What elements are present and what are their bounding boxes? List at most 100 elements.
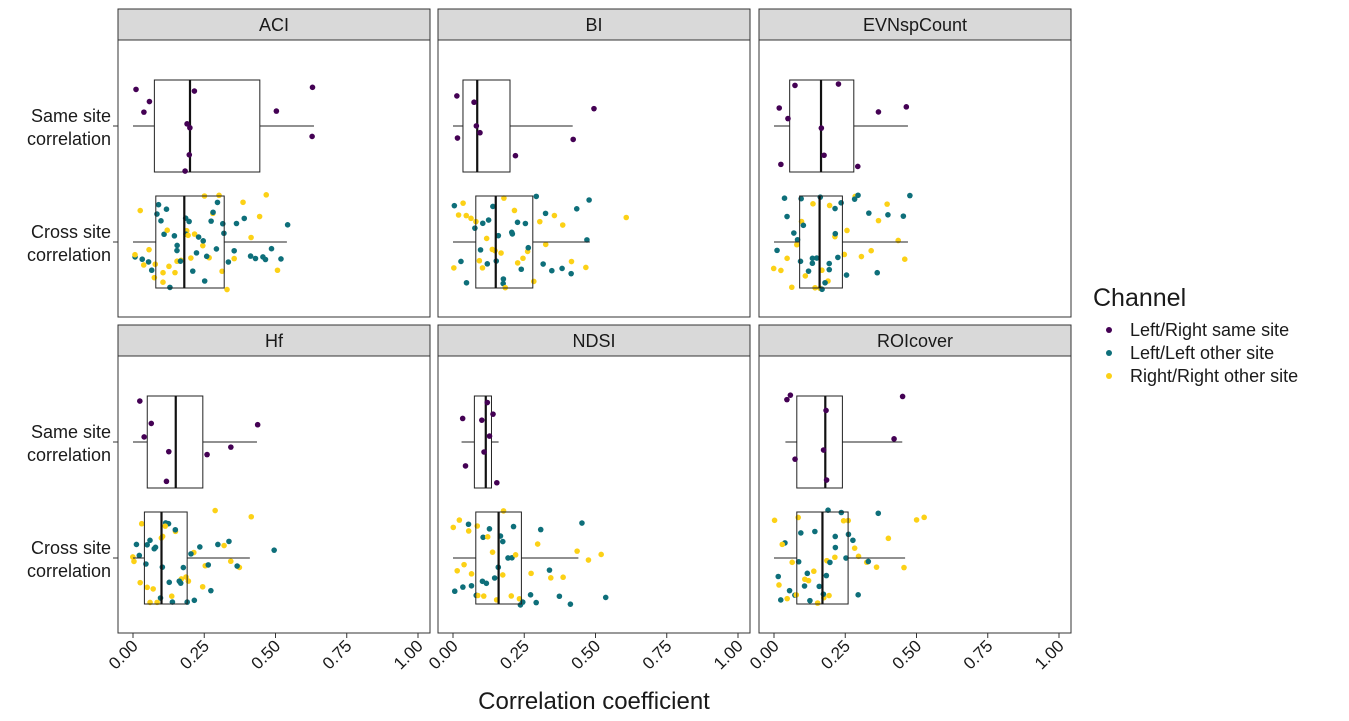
same-point (471, 99, 477, 106)
x-axis-title: Correlation coefficient (478, 688, 710, 715)
cross-point (858, 253, 865, 260)
cross-point (177, 258, 184, 264)
cross-point (843, 555, 849, 561)
cross-point (873, 564, 880, 570)
panel-strip (758, 8, 1072, 41)
cross-point (461, 561, 467, 568)
panel-hf: Hf 0.00 0.25 0.50 0.75 1.00 Same site correlati… (27, 324, 431, 673)
panel-strip (117, 324, 431, 357)
same-point (254, 421, 261, 428)
cross-point (274, 267, 281, 274)
cross-point (221, 542, 227, 549)
cross-point (144, 541, 150, 548)
cross-point (800, 222, 807, 229)
cross-point (163, 206, 170, 212)
cross-point (186, 218, 192, 225)
cross-point (161, 231, 167, 238)
cross-point (162, 523, 169, 529)
cross-point (172, 269, 178, 276)
cross-point (514, 260, 521, 266)
cross-point (210, 209, 216, 216)
cross-point (131, 558, 137, 565)
cross-point (907, 192, 913, 199)
cross-point (568, 258, 575, 265)
same-site-box (462, 79, 511, 173)
x-tick-label: 1.00 (710, 636, 747, 673)
cross-point (542, 241, 549, 248)
cross-point (814, 600, 821, 606)
cross-site-box (799, 195, 843, 289)
cross-point (174, 242, 180, 249)
cross-point (520, 255, 526, 262)
cross-site-box (475, 195, 534, 289)
cross-point (164, 227, 171, 233)
cross-point (807, 597, 813, 604)
cross-point (855, 192, 861, 199)
cross-point (490, 203, 496, 210)
cross-point (801, 583, 808, 589)
cross-point (585, 557, 592, 563)
x-tick-label: 0.25 (176, 636, 213, 673)
panel-ndsi: NDSI 0.00 0.25 0.50 0.75 1.00 (425, 324, 751, 673)
cross-point (810, 201, 816, 207)
same-point (473, 123, 480, 129)
cross-point (150, 586, 156, 592)
cross-point (812, 528, 818, 535)
cross-point (781, 195, 788, 201)
x-tick-label: 0.75 (639, 636, 676, 673)
cross-point (775, 573, 782, 580)
cross-point (486, 526, 493, 532)
panel-plot-area (437, 39, 751, 318)
cross-point (262, 256, 269, 263)
same-point (462, 463, 469, 469)
same-point (821, 152, 827, 159)
cross-point (598, 551, 604, 558)
cross-point (865, 558, 872, 565)
same-point (820, 447, 827, 453)
legend-entry: Left/Right same site (1130, 320, 1289, 340)
cross-point (794, 236, 801, 243)
cross-point (484, 534, 491, 540)
cross-point (518, 266, 525, 273)
cross-point (231, 247, 237, 254)
cross-point (138, 520, 145, 527)
cross-point (884, 201, 890, 207)
cross-point (844, 227, 850, 234)
cross-point (167, 284, 173, 291)
panel-strip (117, 8, 431, 41)
x-tick-label: 1.00 (390, 636, 427, 673)
same-point (228, 444, 234, 450)
cross-point (602, 594, 609, 601)
cross-point (885, 535, 892, 542)
cross-point (491, 575, 498, 581)
cross-point (823, 572, 830, 579)
cross-point (901, 564, 907, 571)
cross-point (530, 278, 537, 285)
cross-point (166, 263, 172, 270)
y-category-label: correlation (27, 129, 111, 149)
same-point (273, 108, 280, 114)
legend-marker (1106, 350, 1112, 356)
same-point (133, 86, 139, 93)
cross-point (284, 221, 291, 228)
cross-point (786, 587, 793, 594)
cross-point (822, 279, 828, 286)
cross-point (479, 265, 486, 271)
cross-point (224, 286, 230, 293)
same-point (187, 124, 193, 131)
cross-site-box (155, 195, 225, 289)
panel-plot-area (117, 39, 431, 318)
cross-point (536, 218, 543, 225)
cross-point (233, 220, 240, 227)
cross-point (463, 212, 470, 219)
cross-point (152, 544, 159, 551)
y-category-label: correlation (27, 245, 111, 265)
same-point (486, 433, 493, 439)
cross-point (794, 241, 800, 248)
cross-point (137, 207, 144, 214)
same-point (778, 161, 784, 168)
cross-point (885, 211, 891, 218)
cross-point (514, 219, 521, 226)
cross-point (567, 601, 574, 607)
cross-point (549, 267, 555, 274)
